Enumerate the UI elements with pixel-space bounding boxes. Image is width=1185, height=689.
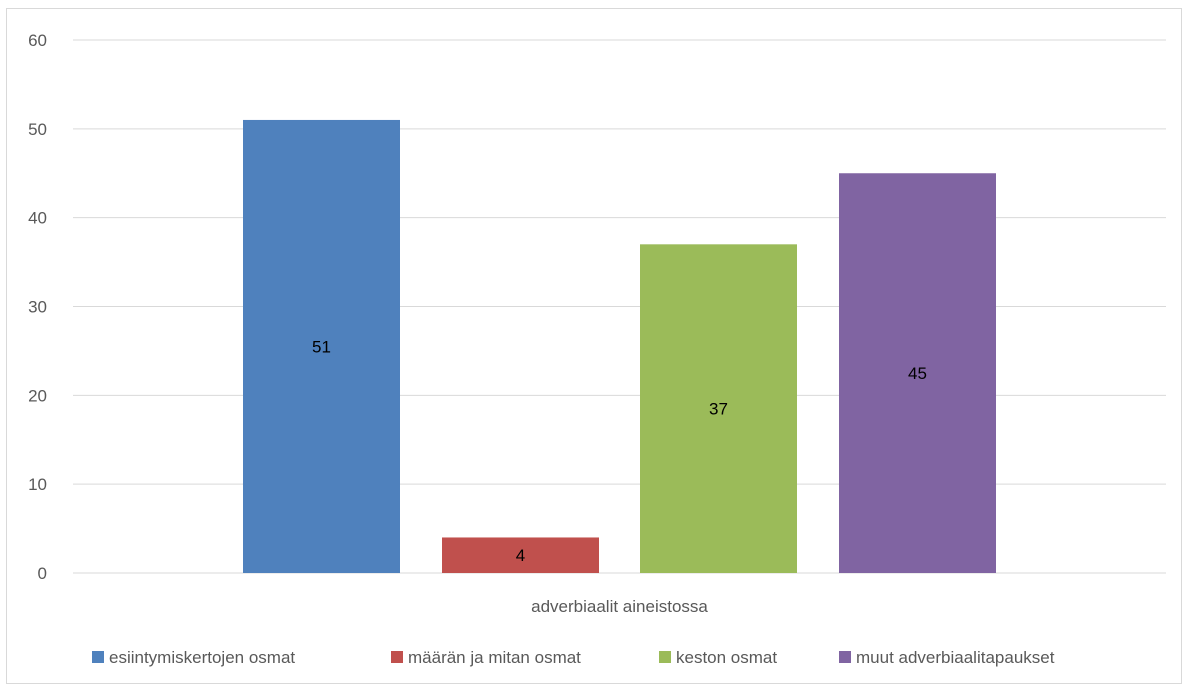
y-tick-label: 20 xyxy=(28,386,47,405)
y-tick-label: 30 xyxy=(28,298,47,317)
legend-label: esiintymiskertojen osmat xyxy=(109,648,295,667)
data-labels: 51 4 37 45 xyxy=(312,337,927,565)
legend-label: määrän ja mitan osmat xyxy=(408,648,581,667)
data-label: 45 xyxy=(908,364,927,383)
bar xyxy=(442,537,599,573)
legend-label: muut adverbiaalitapaukset xyxy=(856,648,1055,667)
y-tick-label: 10 xyxy=(28,475,47,494)
y-axis-ticks: 0 10 20 30 40 50 60 xyxy=(28,31,47,583)
y-tick-label: 60 xyxy=(28,31,47,50)
y-tick-label: 40 xyxy=(28,209,47,228)
legend-swatch xyxy=(659,651,671,663)
legend-swatch xyxy=(391,651,403,663)
category-label: adverbiaalit aineistossa xyxy=(531,597,708,616)
gridlines xyxy=(73,39,1166,574)
y-tick-label: 0 xyxy=(38,564,47,583)
data-label: 4 xyxy=(516,546,525,565)
bar xyxy=(839,173,996,573)
bar xyxy=(243,119,400,573)
bars xyxy=(243,119,996,574)
y-tick-label: 50 xyxy=(28,120,47,139)
legend-label: keston osmat xyxy=(676,648,777,667)
data-label: 37 xyxy=(709,400,728,419)
legend: esiintymiskertojen osmat määrän ja mitan … xyxy=(92,648,1055,667)
bar xyxy=(640,244,797,574)
legend-swatch xyxy=(92,651,104,663)
data-label: 51 xyxy=(312,337,331,356)
legend-swatch xyxy=(839,651,851,663)
